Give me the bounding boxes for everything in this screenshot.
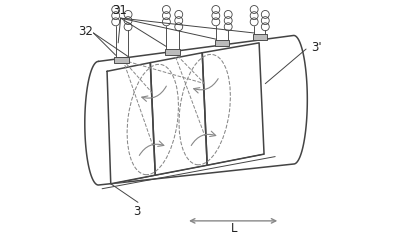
Bar [165, 50, 180, 56]
Text: 32: 32 [79, 25, 93, 38]
Text: 3': 3' [310, 41, 321, 54]
Polygon shape [107, 64, 155, 184]
Polygon shape [202, 44, 263, 166]
Text: 31: 31 [112, 4, 127, 16]
Polygon shape [150, 54, 207, 176]
Text: 3: 3 [133, 205, 140, 218]
Text: L: L [231, 221, 237, 234]
Bar [114, 58, 129, 64]
Bar [252, 34, 266, 40]
Bar [214, 41, 229, 47]
Polygon shape [85, 36, 306, 185]
